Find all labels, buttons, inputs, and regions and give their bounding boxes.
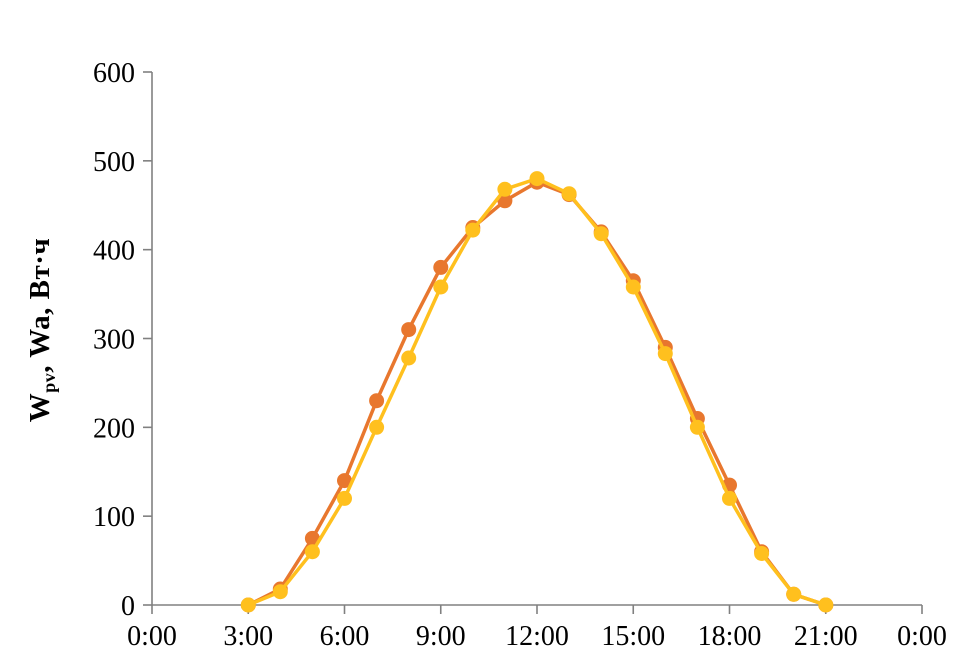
series-marker-Wa (625, 279, 641, 295)
series-marker-Wa (497, 181, 513, 197)
series-marker-Wa (593, 226, 609, 242)
x-tick-label: 21:00 (794, 621, 858, 652)
series-marker-Wa (786, 586, 802, 602)
x-tick-label: 0:00 (127, 621, 177, 652)
y-tick-label: 400 (93, 236, 135, 267)
series-marker-Wa (337, 490, 352, 506)
series-marker-Wa (272, 584, 288, 600)
y-tick-label: 600 (93, 58, 135, 89)
series-marker-Wa (818, 597, 834, 613)
y-tick-label: 0 (121, 591, 135, 622)
x-tick-label: 12:00 (505, 621, 569, 652)
x-tick-label: 3:00 (223, 621, 273, 652)
series-line-Wa (246, 176, 828, 607)
series-marker-Wa (529, 171, 545, 187)
x-tick-label: 0:00 (897, 621, 947, 652)
x-tick-label: 9:00 (416, 621, 466, 652)
y-axis-label-main: W (23, 392, 56, 423)
series-marker-Wa (369, 419, 385, 435)
series-line-Wpv (246, 180, 828, 607)
series-marker-Wa (433, 279, 449, 295)
series-marker-Wa (401, 350, 417, 366)
series-marker-Wpv (497, 193, 513, 209)
y-tick-label: 200 (93, 413, 135, 444)
y-axis-label-subscript: pv (39, 372, 60, 393)
y-axis-label: Wpv, Wa, Вт·ч (24, 238, 60, 422)
y-tick-label: 100 (93, 502, 135, 533)
series-marker-Wa (754, 546, 770, 561)
series-marker-Wa (657, 346, 673, 362)
x-tick-label: 15:00 (601, 621, 665, 652)
y-axis-label-rest: , Wa, Вт·ч (23, 237, 56, 373)
series-marker-Wa (240, 597, 256, 613)
series-marker-Wpv (433, 259, 449, 275)
series-marker-Wa (689, 419, 705, 435)
y-tick-label: 300 (93, 325, 135, 356)
y-tick-label: 500 (93, 147, 135, 178)
series-marker-Wpv (369, 393, 385, 409)
x-tick-label: 6:00 (320, 621, 370, 652)
series-marker-Wa (722, 490, 737, 506)
x-tick-label: 18:00 (698, 621, 762, 652)
series-marker-Wa (465, 222, 481, 238)
series-marker-Wa (304, 544, 320, 560)
series-marker-Wpv (401, 322, 417, 338)
series-marker-Wpv (337, 473, 352, 489)
series-marker-Wa (561, 186, 577, 202)
